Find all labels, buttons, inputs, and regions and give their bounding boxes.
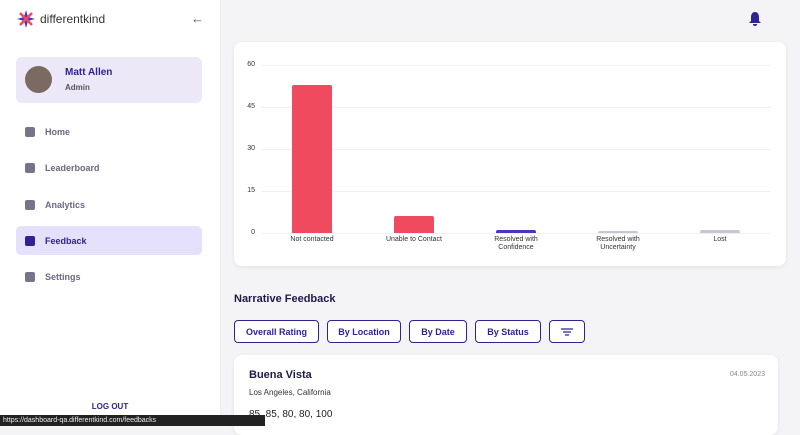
filter-icon[interactable] xyxy=(549,320,585,343)
feedback-scores: 85, 85, 80, 80, 100 xyxy=(249,409,333,420)
bar xyxy=(700,230,740,233)
x-tick-label: Lost xyxy=(713,236,727,243)
collapse[interactable]: ← xyxy=(191,11,204,26)
x-tick-label: Resolved with Uncertainty xyxy=(596,236,640,251)
y-tick-label: 60 xyxy=(247,61,255,68)
nav-item[interactable]: Home xyxy=(16,117,202,146)
filter-button[interactable]: By Date xyxy=(409,320,467,343)
feedback-date: 04.05.2023 xyxy=(729,371,765,378)
avatar xyxy=(25,66,52,93)
feedback-card[interactable]: Buena Vista 04.05.2023 Los Angeles, Cali… xyxy=(234,355,778,435)
x-tick-label: Resolved with Confidence xyxy=(494,236,538,251)
nav-icon xyxy=(25,162,35,173)
bar xyxy=(292,84,332,233)
grid-line xyxy=(261,65,771,66)
feedback-location: Los Angeles, California xyxy=(249,388,331,397)
x-tick-label: Not contacted xyxy=(290,236,334,243)
bar xyxy=(394,216,434,233)
section-title: Narrative Feedback xyxy=(234,293,336,305)
nav-label: Feedback xyxy=(45,235,87,246)
nav-item[interactable]: Leaderboard xyxy=(16,153,202,182)
filter-button[interactable]: By Location xyxy=(327,320,401,343)
grid-line xyxy=(261,191,771,192)
brand: differentkind xyxy=(40,12,106,26)
bell-icon[interactable] xyxy=(748,11,762,27)
user-name: Matt Allen xyxy=(65,67,113,78)
bar xyxy=(496,230,536,233)
nav-icon xyxy=(25,235,35,246)
logout[interactable]: LOG OUT xyxy=(91,402,129,411)
y-tick-label: 15 xyxy=(247,187,255,194)
filter-button[interactable]: By Status xyxy=(475,320,541,343)
nav-icon xyxy=(25,199,35,210)
logo-icon xyxy=(17,10,35,28)
grid-line xyxy=(261,233,771,234)
nav-item[interactable]: Analytics xyxy=(16,190,202,219)
user-role: Admin xyxy=(65,83,90,92)
grid-line xyxy=(261,149,771,150)
nav-icon xyxy=(25,271,35,282)
nav-label: Analytics xyxy=(45,199,86,210)
nav-item[interactable]: Settings xyxy=(16,262,202,291)
y-tick-label: 0 xyxy=(251,229,255,236)
nav-label: Leaderboard xyxy=(45,162,100,173)
bar xyxy=(598,231,638,233)
x-tick-label: Unable to Contact xyxy=(385,236,443,243)
grid-line xyxy=(261,107,771,108)
profile-card: Matt Allen Admin xyxy=(16,57,202,103)
status-url: https://dashboard-qa.differentkind.com/f… xyxy=(0,415,265,426)
sidebar: differentkind ← Matt Allen Admin Home Lea… xyxy=(0,0,221,426)
y-tick-label: 45 xyxy=(247,103,255,110)
filter-button[interactable]: Overall Rating xyxy=(234,320,319,343)
nav-label: Home xyxy=(45,126,71,137)
feedback-name: Buena Vista xyxy=(249,369,312,381)
nav-icon xyxy=(25,126,35,137)
nav-item[interactable]: Feedback xyxy=(16,226,202,255)
y-tick-label: 30 xyxy=(247,145,255,152)
nav-label: Settings xyxy=(45,271,81,282)
